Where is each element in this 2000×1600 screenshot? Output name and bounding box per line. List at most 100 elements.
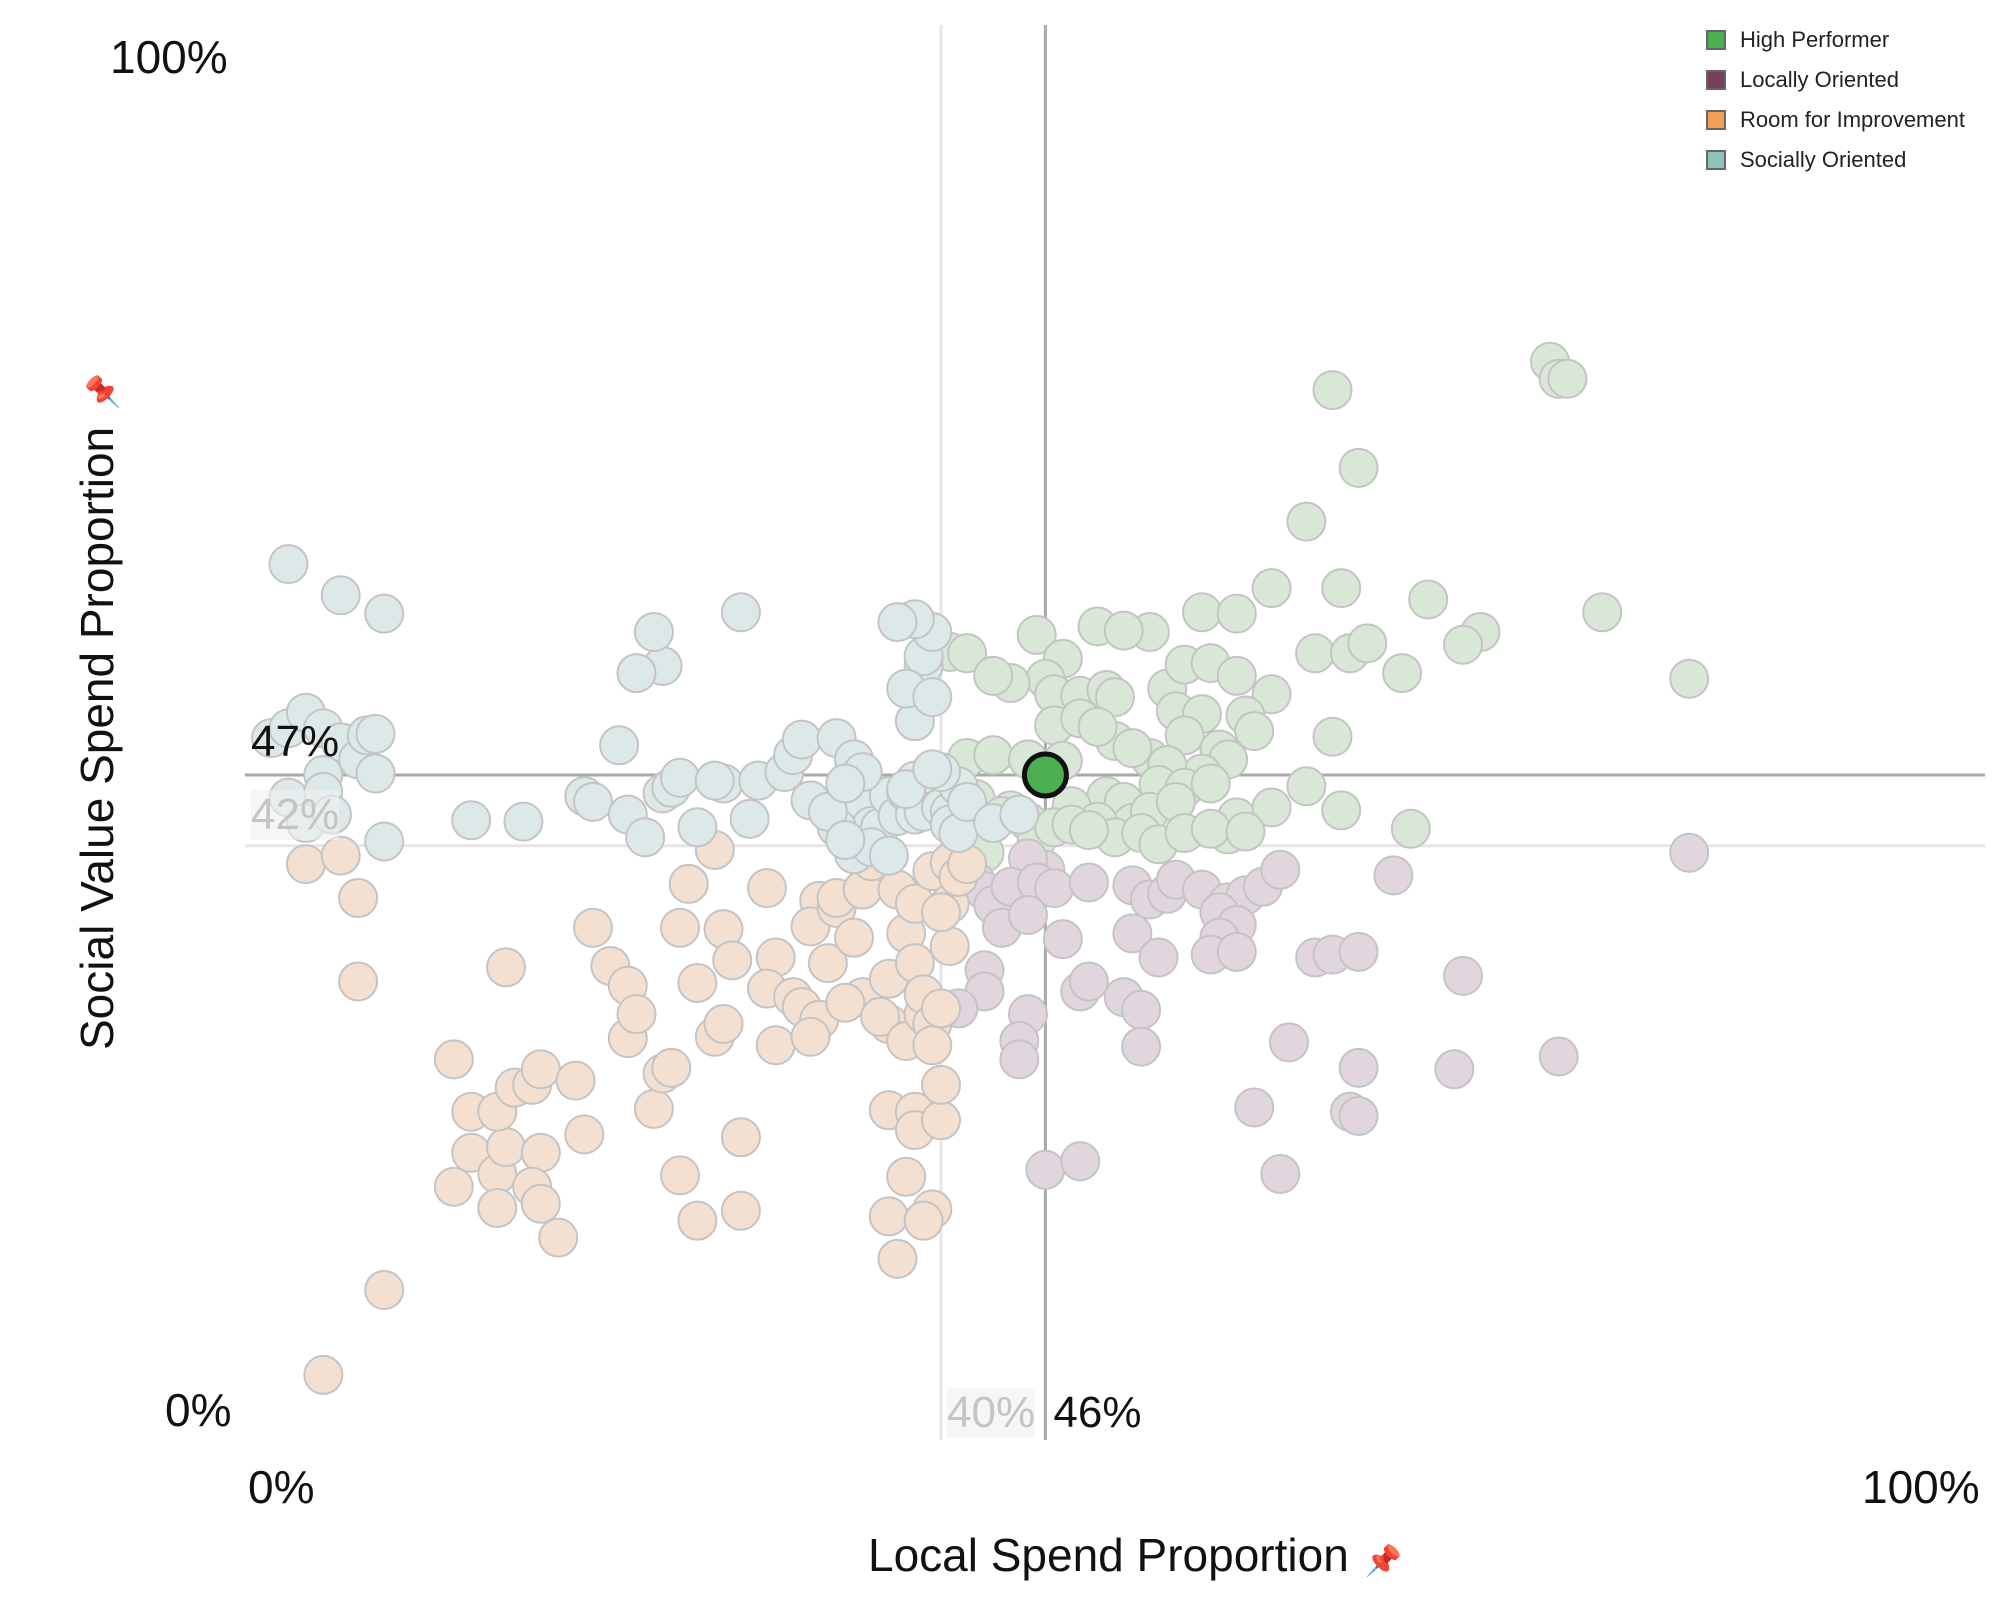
data-point[interactable] bbox=[825, 763, 866, 804]
data-point[interactable] bbox=[1121, 1026, 1162, 1067]
data-point[interactable] bbox=[825, 820, 866, 861]
data-point[interactable] bbox=[338, 878, 379, 919]
pin-icon[interactable]: 📌 bbox=[87, 373, 120, 411]
data-point[interactable] bbox=[1216, 593, 1257, 634]
data-point[interactable] bbox=[1669, 832, 1710, 873]
data-point[interactable] bbox=[433, 1039, 474, 1080]
data-point[interactable] bbox=[451, 800, 492, 841]
data-point[interactable] bbox=[1068, 810, 1109, 851]
data-point[interactable] bbox=[1234, 1087, 1275, 1128]
data-point[interactable] bbox=[573, 907, 613, 948]
data-point[interactable] bbox=[660, 907, 700, 948]
data-point[interactable] bbox=[999, 1039, 1040, 1080]
data-point[interactable] bbox=[877, 602, 918, 643]
data-point[interactable] bbox=[364, 1270, 405, 1311]
data-point[interactable] bbox=[355, 713, 396, 754]
data-point[interactable] bbox=[1103, 610, 1144, 651]
data-point[interactable] bbox=[320, 575, 361, 616]
data-point[interactable] bbox=[1138, 937, 1179, 978]
data-point[interactable] bbox=[338, 961, 379, 1002]
data-point[interactable] bbox=[1312, 716, 1353, 757]
data-point[interactable] bbox=[1443, 624, 1483, 665]
data-point[interactable] bbox=[1225, 811, 1266, 852]
data-point[interactable] bbox=[1216, 931, 1257, 972]
data-point[interactable] bbox=[1216, 655, 1257, 696]
data-point[interactable] bbox=[921, 988, 961, 1029]
data-point[interactable] bbox=[755, 1025, 796, 1066]
data-point[interactable] bbox=[868, 835, 909, 876]
data-point[interactable] bbox=[834, 917, 874, 958]
legend-item[interactable]: Locally Oriented bbox=[1706, 60, 1965, 100]
data-point[interactable] bbox=[1286, 501, 1327, 542]
data-point[interactable] bbox=[921, 892, 961, 933]
data-point[interactable] bbox=[364, 593, 405, 634]
data-point[interactable] bbox=[694, 760, 735, 801]
data-point[interactable] bbox=[1547, 358, 1588, 399]
data-point[interactable] bbox=[303, 1354, 344, 1395]
data-point[interactable] bbox=[1190, 763, 1231, 804]
data-point[interactable] bbox=[1312, 370, 1353, 411]
data-point[interactable] bbox=[660, 757, 700, 798]
data-point[interactable] bbox=[1251, 787, 1292, 828]
pin-icon[interactable]: 📌 bbox=[1364, 1545, 1403, 1578]
data-point[interactable] bbox=[877, 1238, 918, 1279]
data-point[interactable] bbox=[1095, 677, 1135, 718]
data-point[interactable] bbox=[486, 947, 526, 988]
data-point[interactable] bbox=[921, 1100, 961, 1141]
data-point[interactable] bbox=[921, 1064, 961, 1105]
data-point[interactable] bbox=[973, 655, 1014, 696]
data-point[interactable] bbox=[999, 794, 1040, 835]
data-point[interactable] bbox=[1373, 855, 1414, 896]
data-point[interactable] bbox=[712, 940, 753, 981]
data-point[interactable] bbox=[538, 1217, 579, 1258]
data-point[interactable] bbox=[747, 868, 787, 909]
data-point[interactable] bbox=[625, 817, 666, 858]
data-point[interactable] bbox=[860, 996, 901, 1037]
data-point[interactable] bbox=[1434, 1049, 1475, 1090]
data-point[interactable] bbox=[433, 1166, 474, 1207]
data-point[interactable] bbox=[1190, 808, 1231, 849]
data-point[interactable] bbox=[1295, 633, 1336, 674]
data-point[interactable] bbox=[1443, 955, 1483, 996]
data-point[interactable] bbox=[903, 1200, 944, 1241]
data-point[interactable] bbox=[912, 749, 953, 790]
data-point[interactable] bbox=[1112, 913, 1153, 954]
data-point[interactable] bbox=[1669, 658, 1710, 699]
data-point[interactable] bbox=[947, 633, 988, 674]
data-point[interactable] bbox=[1408, 579, 1449, 620]
data-point[interactable] bbox=[1538, 1036, 1579, 1077]
data-point[interactable] bbox=[1025, 1149, 1066, 1190]
data-point[interactable] bbox=[355, 753, 396, 794]
data-point[interactable] bbox=[616, 653, 657, 694]
data-point[interactable] bbox=[912, 1025, 953, 1066]
data-point[interactable] bbox=[1251, 674, 1292, 715]
data-point[interactable] bbox=[651, 1047, 692, 1088]
legend-item[interactable]: Room for Improvement bbox=[1706, 100, 1965, 140]
data-point[interactable] bbox=[1234, 711, 1275, 752]
data-point[interactable] bbox=[677, 807, 718, 848]
data-point[interactable] bbox=[520, 1049, 561, 1090]
data-point[interactable] bbox=[1321, 568, 1362, 609]
data-point[interactable] bbox=[1582, 592, 1623, 633]
data-point[interactable] bbox=[616, 994, 657, 1035]
data-point[interactable] bbox=[1338, 931, 1379, 972]
data-point[interactable] bbox=[660, 1155, 700, 1196]
data-point[interactable] bbox=[1347, 623, 1388, 664]
data-point[interactable] bbox=[1390, 808, 1431, 849]
data-point[interactable] bbox=[1260, 1153, 1301, 1194]
data-point[interactable] bbox=[1077, 706, 1118, 747]
data-point[interactable] bbox=[1042, 919, 1083, 960]
data-point[interactable] bbox=[677, 962, 718, 1003]
data-point[interactable] bbox=[1112, 728, 1153, 769]
data-point[interactable] bbox=[720, 1190, 761, 1231]
data-point[interactable] bbox=[1269, 1022, 1309, 1063]
data-point[interactable] bbox=[1068, 862, 1109, 903]
data-point[interactable] bbox=[503, 801, 544, 842]
data-point[interactable] bbox=[599, 725, 640, 766]
data-point[interactable] bbox=[364, 821, 405, 862]
data-point[interactable] bbox=[929, 926, 970, 967]
data-point[interactable] bbox=[668, 863, 709, 904]
data-point[interactable] bbox=[912, 677, 953, 718]
data-point[interactable] bbox=[520, 1183, 561, 1224]
data-point[interactable] bbox=[1321, 790, 1362, 831]
